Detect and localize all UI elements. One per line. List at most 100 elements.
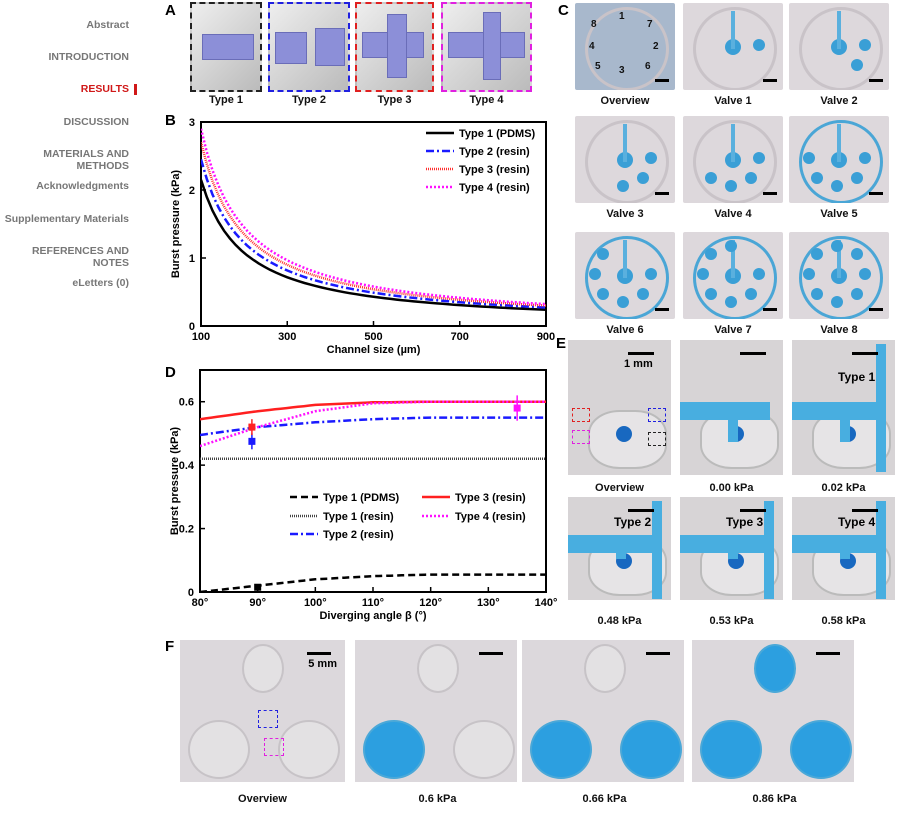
right-lobe: [620, 720, 682, 779]
valve-number: 2: [653, 41, 659, 52]
pressure-photo: Type 3: [680, 497, 783, 600]
device-ring: [799, 120, 883, 203]
series-line-3: [200, 400, 546, 421]
data-point: [248, 437, 256, 445]
data-point: [513, 404, 521, 412]
caption-valve-6: Valve 6: [606, 324, 644, 336]
x-tick-label: 110°: [362, 597, 384, 609]
sidebar-item-eletters[interactable]: eLetters (0): [72, 277, 129, 289]
filled-channel: [728, 535, 738, 559]
pressure-photo: Type 4: [792, 497, 895, 600]
series-line-0: [201, 179, 546, 312]
valve-chamber: [697, 268, 709, 280]
data-point: [248, 423, 256, 431]
filled-channel: [840, 402, 850, 442]
caption-type3: Type 3: [377, 94, 412, 106]
caption-valve-1: Valve 1: [714, 95, 752, 107]
x-tick-label: 100: [192, 331, 210, 343]
scale-bar: [655, 192, 669, 195]
sidebar-item-supplementary[interactable]: Supplementary Materials: [4, 213, 129, 225]
caption-pressure: 0.48 kPa: [597, 615, 642, 627]
valve-chamber: [811, 287, 824, 300]
type-label: Type 2: [614, 515, 652, 529]
scale-bar: [740, 509, 766, 512]
series-line-3: [201, 128, 546, 306]
legend-label: Type 1 (PDMS): [459, 128, 536, 140]
right-lobe: [278, 720, 340, 779]
scale-bar: [646, 652, 670, 655]
y-tick-label: 0: [189, 321, 195, 333]
scale-bar: [763, 79, 777, 82]
y-axis-label: Burst pressure (kPa): [169, 427, 181, 536]
top-lobe: [242, 644, 284, 693]
valve-number: 1: [619, 11, 625, 22]
channel: [623, 240, 627, 278]
type1-render: [190, 2, 262, 92]
sidebar-item-discussion[interactable]: DISCUSSION: [63, 116, 129, 128]
inset-box-type2: [648, 408, 666, 422]
valve-number: 5: [595, 61, 601, 72]
inset-box-blue: [258, 710, 278, 728]
valve-chamber: [811, 171, 824, 184]
valve-photo: [789, 116, 889, 203]
filled-channel: [680, 402, 770, 420]
caption-overview: Overview: [600, 95, 650, 107]
side-channel: [876, 344, 886, 472]
type4-render: [441, 2, 532, 92]
scale-label: 5 mm: [308, 658, 337, 670]
legend-label: Type 1 (PDMS): [323, 492, 400, 504]
valve-chamber: [645, 268, 657, 280]
filled-channel: [792, 535, 882, 553]
valve-chamber: [850, 58, 863, 71]
active-indicator: [134, 84, 137, 95]
filled-channel: [616, 535, 626, 559]
scale-bar: [628, 509, 654, 512]
caption-f: 0.6 kPa: [418, 793, 457, 805]
valve-photo: [789, 232, 889, 319]
chart-b-burst-vs-channel: 0 1 2 3 100 300 500 700 900 Channel size (µm) Burs…: [170, 117, 555, 356]
valve-photo: [575, 232, 675, 319]
scale-bar: [869, 79, 883, 82]
panel-label-b: B: [165, 112, 176, 129]
valve-chamber: [725, 296, 737, 308]
y-tick-label: 0.2: [179, 524, 194, 536]
right-lobe: [790, 720, 852, 779]
sidebar-item-acknowledgments[interactable]: Acknowledgments: [36, 180, 129, 192]
panel-label-f: F: [165, 638, 175, 655]
valve-chamber: [645, 152, 657, 164]
valve-chamber: [636, 171, 649, 184]
panel-label-c: C: [558, 2, 569, 19]
left-lobe: [700, 720, 762, 779]
legend-label: Type 3 (resin): [459, 164, 530, 176]
pressure-photo: Type 1: [792, 340, 895, 475]
left-lobe: [188, 720, 250, 779]
valve-chamber: [597, 248, 610, 261]
sidebar-item-results[interactable]: RESULTS: [80, 83, 129, 95]
side-channel: [652, 501, 662, 599]
valve-chamber: [850, 287, 863, 300]
sidebar-item-references[interactable]: REFERENCES AND NOTES: [31, 245, 129, 269]
valve-chamber: [705, 287, 718, 300]
caption-f: Overview: [238, 793, 287, 805]
pressure-photo: [522, 640, 684, 782]
valve-chamber: [753, 152, 765, 164]
overview-photo: 5 mm: [180, 640, 345, 782]
caption-pressure: Overview: [595, 482, 644, 494]
top-lobe: [584, 644, 626, 693]
legend-label: Type 2 (resin): [459, 146, 530, 158]
sidebar-item-abstract[interactable]: Abstract: [86, 19, 129, 31]
y-tick-label: 3: [189, 117, 195, 129]
side-channel: [876, 501, 886, 599]
caption-valve-2: Valve 2: [820, 95, 858, 107]
sidebar-item-materials-methods[interactable]: MATERIALS AND METHODS: [43, 148, 129, 172]
scale-bar: [628, 352, 654, 355]
valve-chamber: [617, 180, 629, 192]
pressure-photo: [355, 640, 517, 782]
series-line-4: [200, 400, 546, 448]
channel: [623, 124, 627, 162]
sidebar-item-introduction[interactable]: INTRODUCTION: [48, 51, 130, 63]
valve-chamber: [831, 296, 843, 308]
valve-number: 4: [589, 41, 595, 52]
x-tick-label: 90°: [249, 597, 266, 609]
left-lobe: [530, 720, 592, 779]
